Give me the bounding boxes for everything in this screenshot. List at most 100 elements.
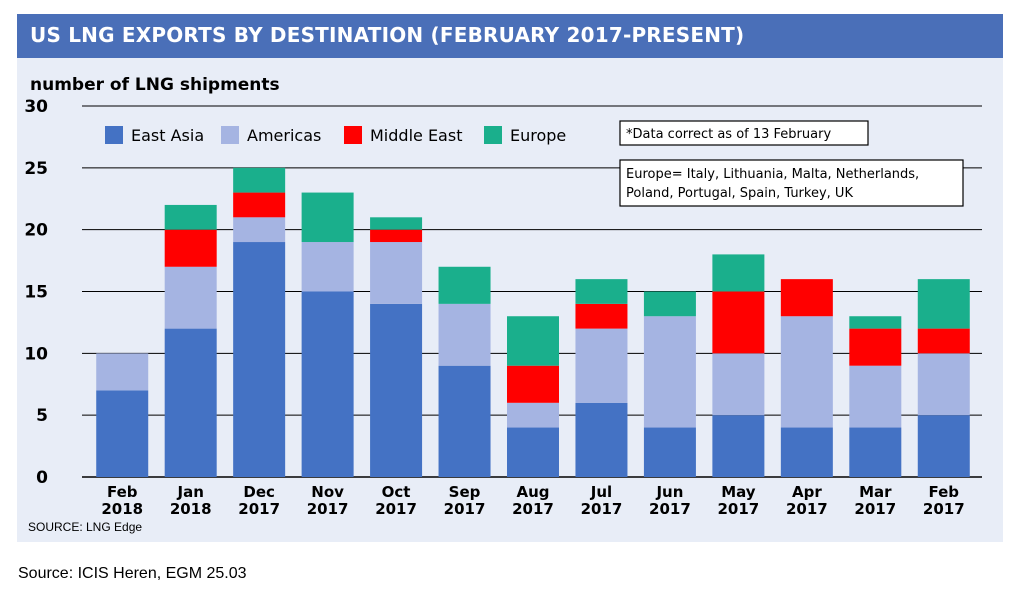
- x-tick-label: Aug: [516, 483, 549, 501]
- bar-segment: [712, 254, 765, 292]
- y-tick-label: 20: [24, 221, 48, 241]
- x-tick-label: 2017: [238, 500, 280, 518]
- bar-segment: [438, 365, 491, 477]
- x-tick-label: 2017: [786, 500, 828, 518]
- bar-segment: [438, 303, 491, 366]
- bar-segment: [917, 415, 970, 477]
- bar-segment: [917, 279, 970, 329]
- x-tick-label: 2017: [444, 500, 486, 518]
- legend-label: Americas: [247, 126, 321, 145]
- x-tick-label: May: [721, 483, 756, 501]
- bar-segment: [370, 229, 423, 243]
- bar-segment: [164, 328, 217, 477]
- bar-segment: [233, 167, 286, 193]
- x-tick-label: 2017: [854, 500, 896, 518]
- x-tick-labels: Feb2018Jan2018Dec2017Nov2017Oct2017Sep20…: [101, 483, 964, 518]
- x-tick-label: Apr: [792, 483, 822, 501]
- y-tick-label: 15: [24, 283, 48, 303]
- note-date: *Data correct as of 13 February: [626, 127, 831, 142]
- legend-label: Middle East: [370, 126, 462, 145]
- note-box-frame: [619, 120, 869, 146]
- bar-segment: [917, 328, 970, 354]
- bar-segment: [575, 279, 628, 304]
- x-tick-label: Feb: [107, 483, 138, 501]
- bar-segment: [917, 353, 970, 416]
- footer-source: Source: ICIS Heren, EGM 25.03: [18, 565, 247, 582]
- bar-segment: [507, 402, 559, 428]
- y-tick-label: 0: [36, 468, 48, 488]
- bar-segment: [849, 365, 902, 428]
- bar-segment: [643, 427, 696, 477]
- x-tick-label: 2017: [512, 500, 554, 518]
- europe-note-line1: Europe= Italy, Lithuania, Malta, Netherl…: [626, 167, 919, 182]
- bar-segment: [370, 303, 423, 477]
- bar-segment: [301, 291, 354, 477]
- bar-segment: [507, 365, 559, 403]
- bar-segment: [712, 291, 765, 354]
- bar-segment: [507, 427, 559, 477]
- x-tick-label: 2017: [375, 500, 417, 518]
- x-tick-label: 2017: [581, 500, 623, 518]
- bar-segment: [370, 242, 423, 304]
- bar-segment: [233, 242, 286, 477]
- bar-segment: [643, 291, 696, 317]
- x-tick-label: Nov: [311, 483, 344, 501]
- europe-note-frame: [619, 159, 964, 207]
- bar-segment: [780, 316, 833, 428]
- x-tick-label: Mar: [859, 483, 892, 501]
- bar-segment: [575, 303, 628, 329]
- bar-segment: [370, 217, 423, 230]
- bar-segment: [507, 316, 559, 366]
- x-tick-label: 2017: [649, 500, 691, 518]
- x-tick-label: 2018: [101, 500, 143, 518]
- bar-segment: [301, 242, 354, 292]
- bar-segment: [233, 217, 286, 243]
- bar-segment: [164, 229, 217, 267]
- bar-segment: [96, 390, 149, 477]
- y-tick-label: 30: [24, 97, 48, 117]
- europe-note-box: Europe= Italy, Lithuania, Malta, Netherl…: [619, 159, 964, 207]
- bar-segment: [712, 415, 765, 477]
- bar-segment: [301, 192, 354, 243]
- y-axis-label: number of LNG shipments: [30, 75, 280, 95]
- x-tick-label: Jun: [655, 483, 683, 501]
- title-bar: US LNG EXPORTS BY DESTINATION (FEBRUARY …: [17, 14, 1003, 58]
- bar-segment: [780, 427, 833, 477]
- chart-canvas: number of LNG shipments 0 5 10 15 20 25 30 Feb…: [24, 75, 982, 534]
- bar-segment: [575, 328, 628, 403]
- x-tick-label: 2017: [307, 500, 349, 518]
- note-box: *Data correct as of 13 February: [619, 120, 869, 146]
- bar-segment: [849, 427, 902, 477]
- bar-segment: [575, 402, 628, 477]
- bars: [96, 167, 970, 477]
- y-tick-label: 25: [24, 159, 48, 179]
- x-tick-label: Oct: [382, 483, 411, 501]
- chart-source: SOURCE: LNG Edge: [28, 520, 142, 534]
- bar-segment: [438, 266, 491, 304]
- bar-segment: [233, 192, 286, 218]
- bar-segment: [164, 204, 217, 230]
- bar-segment: [712, 353, 765, 416]
- x-tick-label: Dec: [243, 483, 275, 501]
- europe-note-line2: Poland, Portugal, Spain, Turkey, UK: [626, 186, 853, 201]
- legend-swatch: [105, 126, 123, 144]
- x-tick-label: Jan: [176, 483, 203, 501]
- bar-segment: [643, 316, 696, 428]
- legend-label: Europe: [510, 126, 566, 145]
- legend: East Asia Americas Middle East Europe: [105, 126, 566, 145]
- legend-swatch: [484, 126, 502, 144]
- x-tick-label: Sep: [449, 483, 481, 501]
- legend-swatch: [221, 126, 239, 144]
- y-tick-label: 5: [36, 406, 48, 426]
- x-tick-label: 2018: [170, 500, 212, 518]
- legend-label: East Asia: [131, 126, 204, 145]
- bar-segment: [849, 328, 902, 366]
- bar-segment: [164, 266, 217, 329]
- x-tick-label: Jul: [590, 483, 612, 501]
- bar-segment: [96, 353, 149, 391]
- y-tick-labels: 0 5 10 15 20 25 30: [24, 97, 48, 488]
- bar-segment: [780, 279, 833, 317]
- x-tick-label: Feb: [928, 483, 959, 501]
- bar-segment: [849, 316, 902, 329]
- chart-title: US LNG EXPORTS BY DESTINATION (FEBRUARY …: [30, 23, 745, 47]
